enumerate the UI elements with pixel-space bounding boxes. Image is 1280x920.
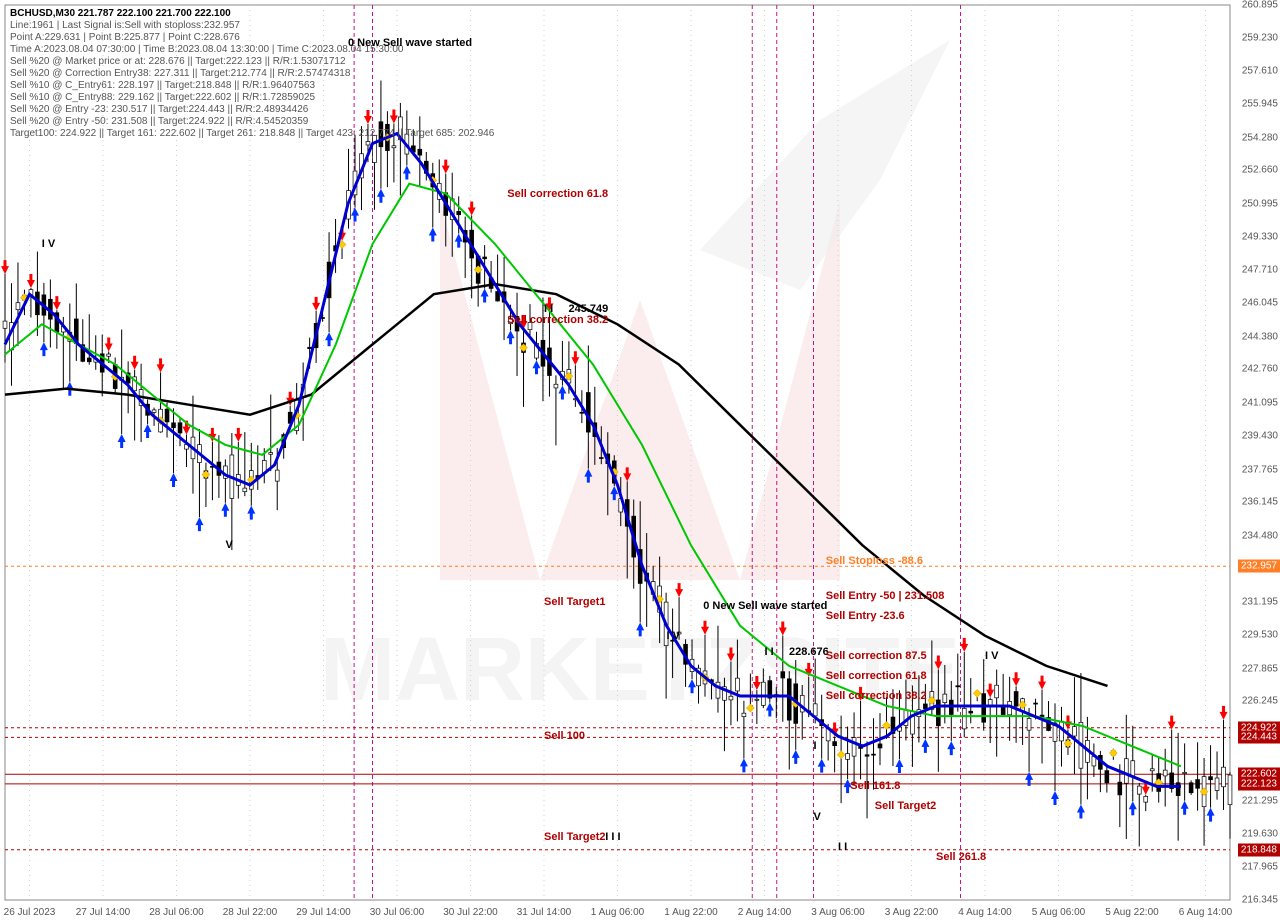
- chart-svg: MARKETZSITE: [0, 0, 1280, 920]
- chart-container: MARKETZSITE 260.895259.230257.610255.945…: [0, 0, 1280, 920]
